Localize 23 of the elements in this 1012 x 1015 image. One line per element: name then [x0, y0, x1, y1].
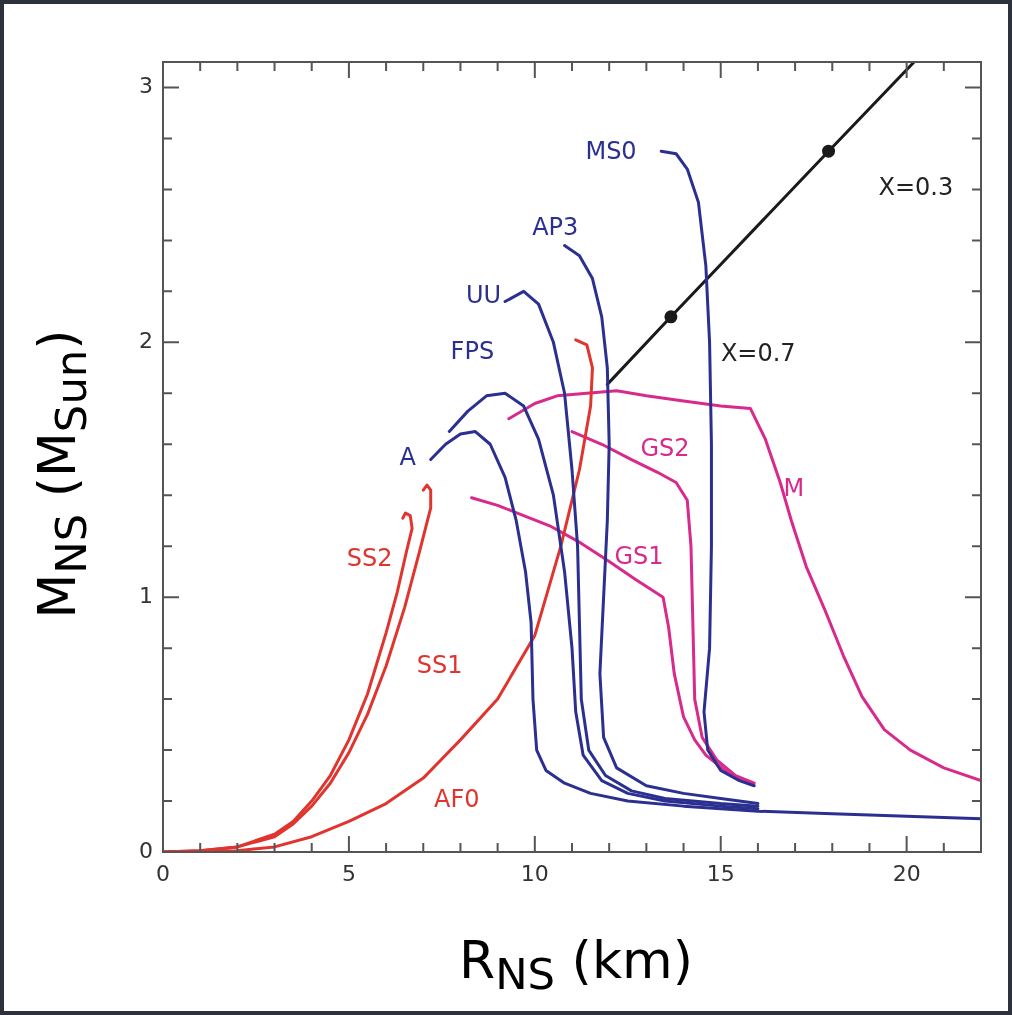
- y-tick-label: 3: [139, 73, 153, 99]
- series-label: SS2: [346, 544, 393, 573]
- x-tick-label: 5: [341, 860, 356, 886]
- series-label: GS1: [614, 542, 664, 571]
- annotation: X=0.3: [878, 173, 954, 202]
- y-tick-label: 1: [139, 582, 153, 608]
- series-label: SS1: [416, 651, 463, 680]
- series-label: FPS: [450, 336, 495, 365]
- series-label: AF0: [433, 785, 480, 814]
- x-axis-title: R$_{NS}$ (km): [458, 929, 694, 1002]
- series-label: UU: [465, 280, 502, 309]
- x-tick-label: 15: [706, 860, 735, 886]
- series-label: AP3: [532, 212, 579, 241]
- series-label: M: [783, 474, 805, 503]
- series-label: MS0: [585, 136, 637, 165]
- x-tick-label: 0: [156, 860, 170, 886]
- y-tick-label: 2: [139, 328, 153, 354]
- x-tick-label: 10: [520, 860, 549, 886]
- series-label: A: [399, 442, 417, 471]
- y-tick-label: 0: [139, 837, 153, 863]
- x-tick-label: 20: [892, 860, 921, 886]
- series-label: GS2: [640, 433, 690, 462]
- annotation: X=0.7: [720, 339, 796, 368]
